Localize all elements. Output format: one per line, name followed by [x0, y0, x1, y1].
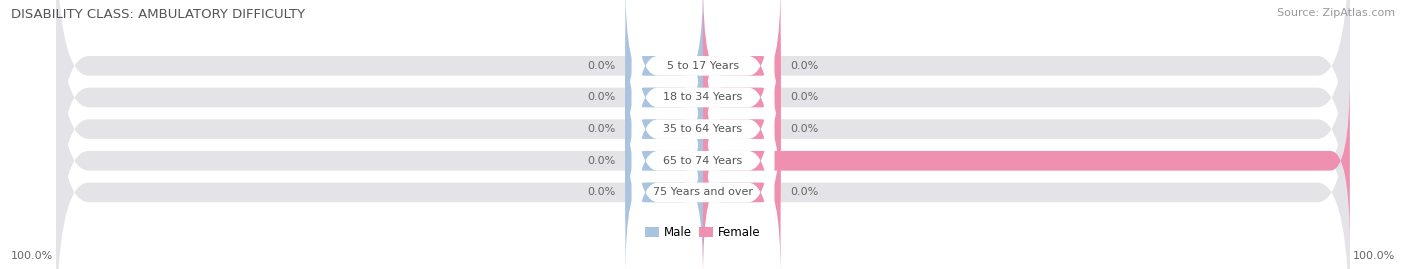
Text: DISABILITY CLASS: AMBULATORY DIFFICULTY: DISABILITY CLASS: AMBULATORY DIFFICULTY [11, 8, 305, 21]
Text: 65 to 74 Years: 65 to 74 Years [664, 156, 742, 166]
Text: 35 to 64 Years: 35 to 64 Years [664, 124, 742, 134]
FancyBboxPatch shape [626, 12, 703, 183]
FancyBboxPatch shape [56, 44, 1350, 269]
FancyBboxPatch shape [56, 0, 1350, 246]
FancyBboxPatch shape [626, 44, 703, 214]
Text: 0.0%: 0.0% [588, 156, 616, 166]
FancyBboxPatch shape [56, 0, 1350, 214]
Text: 0.0%: 0.0% [588, 124, 616, 134]
Text: 0.0%: 0.0% [588, 93, 616, 102]
Legend: Male, Female: Male, Female [645, 226, 761, 239]
Text: 75 Years and over: 75 Years and over [652, 187, 754, 197]
Text: 0.0%: 0.0% [790, 187, 818, 197]
FancyBboxPatch shape [703, 0, 780, 151]
FancyBboxPatch shape [626, 76, 703, 246]
FancyBboxPatch shape [631, 12, 775, 246]
Text: 100.0%: 100.0% [1353, 251, 1395, 261]
Text: 0.0%: 0.0% [790, 124, 818, 134]
Text: 0.0%: 0.0% [588, 61, 616, 71]
FancyBboxPatch shape [631, 76, 775, 269]
FancyBboxPatch shape [626, 107, 703, 269]
Text: 0.0%: 0.0% [588, 187, 616, 197]
FancyBboxPatch shape [56, 0, 1350, 269]
FancyBboxPatch shape [56, 12, 1350, 269]
FancyBboxPatch shape [703, 44, 780, 214]
FancyBboxPatch shape [631, 0, 775, 214]
Text: 100.0%: 100.0% [11, 251, 53, 261]
FancyBboxPatch shape [703, 107, 780, 269]
Text: 0.0%: 0.0% [790, 93, 818, 102]
Text: 18 to 34 Years: 18 to 34 Years [664, 93, 742, 102]
FancyBboxPatch shape [631, 44, 775, 269]
Text: 100.0%: 100.0% [1360, 156, 1406, 166]
Text: 5 to 17 Years: 5 to 17 Years [666, 61, 740, 71]
FancyBboxPatch shape [703, 12, 780, 183]
FancyBboxPatch shape [626, 0, 703, 151]
FancyBboxPatch shape [703, 76, 1350, 246]
Text: Source: ZipAtlas.com: Source: ZipAtlas.com [1277, 8, 1395, 18]
FancyBboxPatch shape [631, 0, 775, 183]
Text: 0.0%: 0.0% [790, 61, 818, 71]
